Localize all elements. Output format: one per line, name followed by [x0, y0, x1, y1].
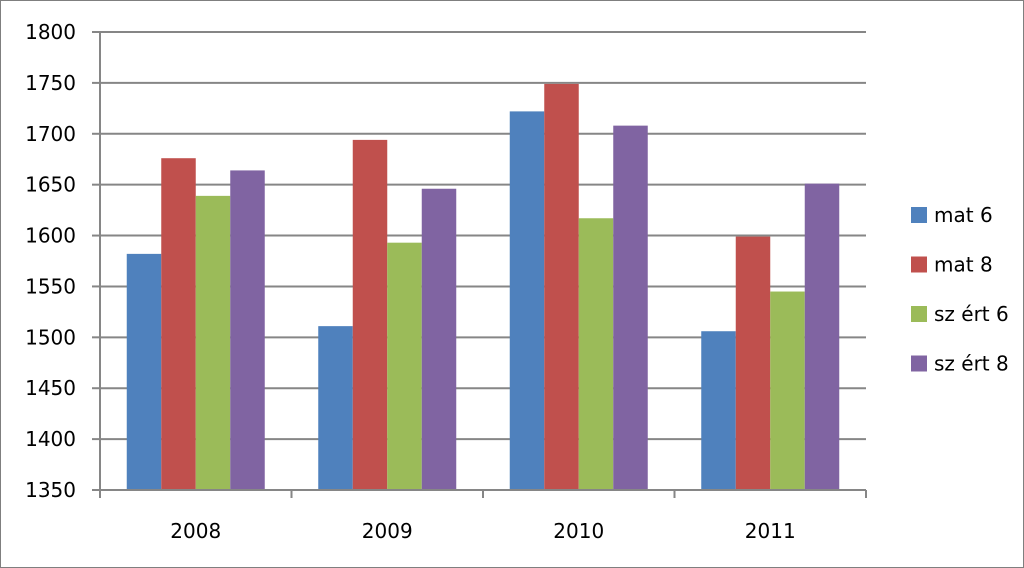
x-tick-label: 2011	[745, 519, 796, 543]
legend-label: sz ért 6	[934, 302, 1009, 326]
y-tick-label: 1500	[25, 325, 76, 349]
y-tick-label: 1350	[25, 478, 76, 502]
x-tick-label: 2010	[553, 519, 604, 543]
y-tick-label: 1700	[25, 122, 76, 146]
legend-label: mat 6	[934, 203, 993, 227]
bar	[613, 125, 648, 490]
bar	[352, 139, 388, 490]
bar	[421, 188, 457, 490]
y-tick-label: 1750	[25, 71, 76, 95]
bar	[544, 83, 579, 490]
axes	[92, 31, 867, 498]
legend-label: sz ért 8	[934, 352, 1009, 376]
bar	[318, 326, 353, 490]
y-tick-label: 1800	[25, 20, 76, 44]
bar	[509, 111, 545, 491]
legend-label: mat 8	[934, 253, 993, 277]
y-tick-label: 1600	[25, 224, 76, 248]
legend-swatch	[911, 256, 927, 273]
y-tick-label: 1400	[25, 427, 76, 451]
bar	[126, 253, 162, 490]
bar	[804, 183, 840, 490]
x-tick-label: 2009	[362, 519, 413, 543]
x-tick-label: 2008	[170, 519, 221, 543]
legend-swatch	[911, 306, 927, 322]
y-tick-label: 1450	[25, 376, 76, 400]
bar	[230, 170, 265, 490]
y-tick-label: 1650	[25, 173, 76, 197]
bar	[701, 331, 736, 490]
legend-swatch	[911, 207, 927, 223]
bar	[735, 236, 771, 490]
bar	[770, 291, 805, 490]
bar	[387, 242, 422, 490]
bar	[161, 158, 196, 490]
legend: mat 6 mat 8 sz ért 6 sz ért 8	[911, 203, 1009, 376]
x-tick-labels: 2008 2009 2010 2011	[170, 519, 795, 543]
y-tick-label: 1550	[25, 274, 76, 298]
legend-swatch	[911, 355, 927, 372]
bar	[195, 195, 231, 490]
bar	[578, 218, 614, 490]
y-tick-labels: 1350 1400 1450 1500 1550 1600 1650 1700 1750 1800	[25, 20, 76, 502]
bars	[126, 83, 840, 491]
